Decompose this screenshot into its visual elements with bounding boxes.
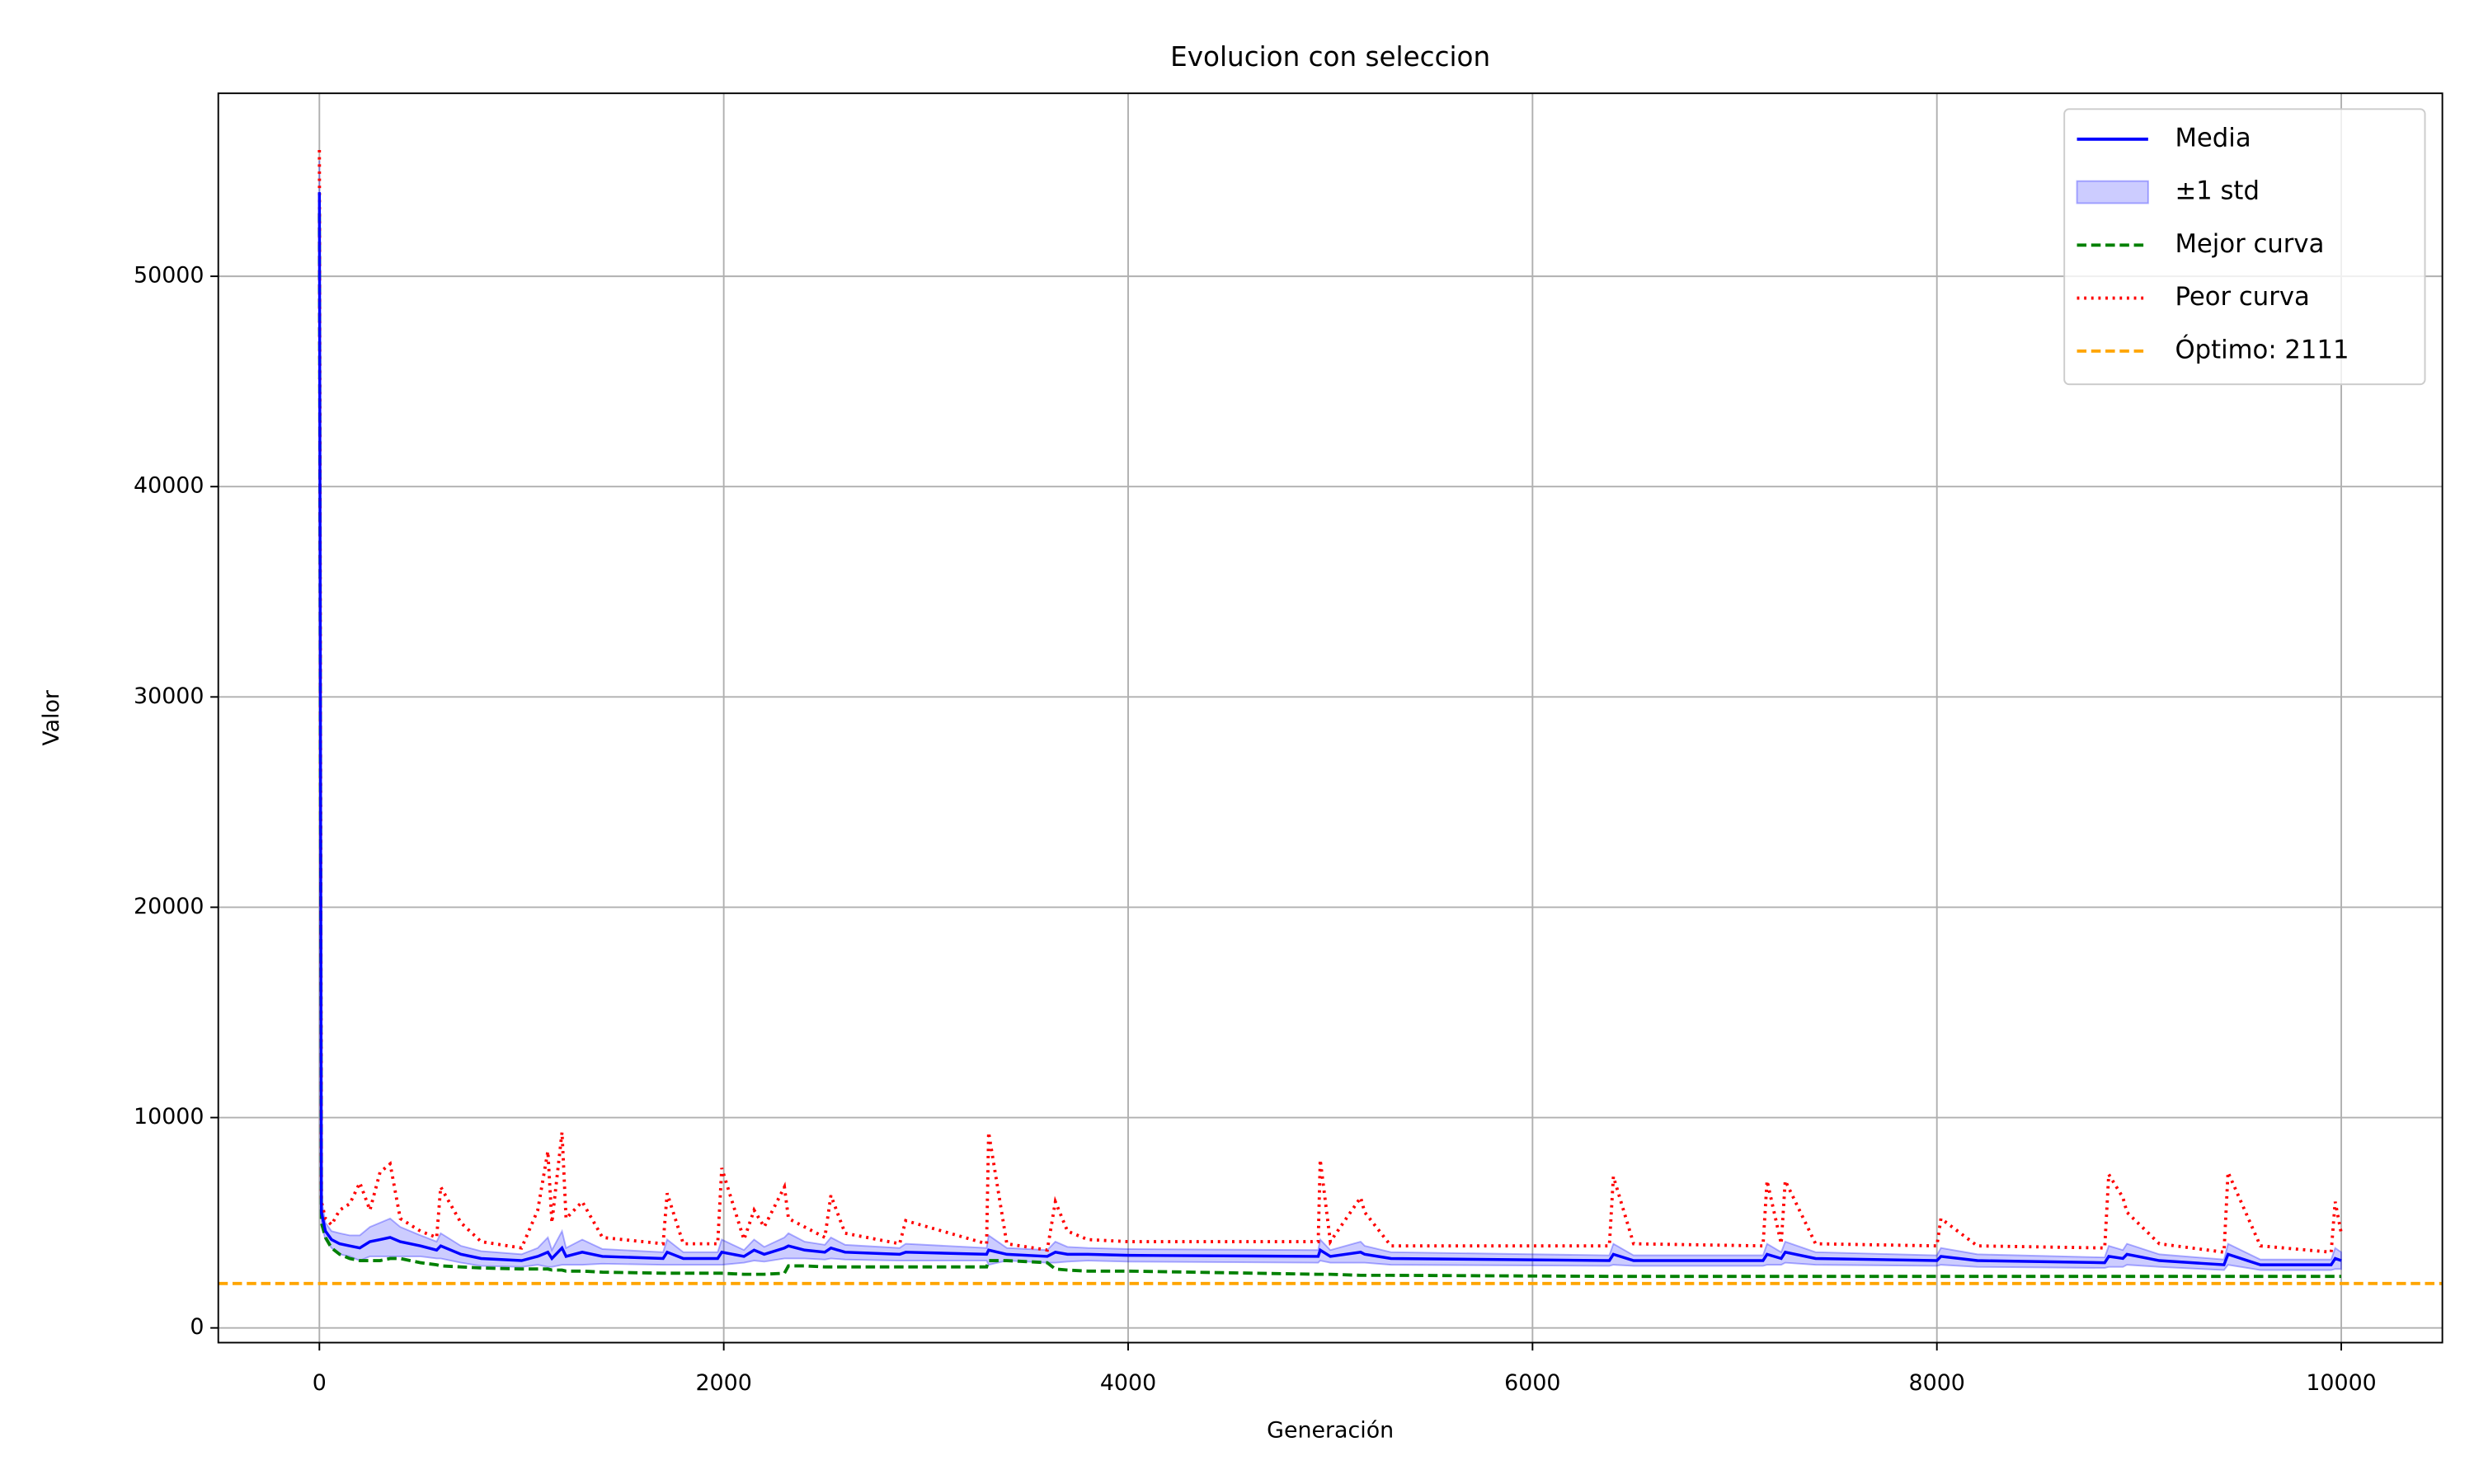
legend: Media ±1 std Mejor curva Peor curva Óptimo: … <box>2063 108 2426 386</box>
series-line <box>317 213 2342 1279</box>
plot-frame <box>217 92 2443 1344</box>
y-tick-label: 40000 <box>134 473 204 499</box>
legend-label: Peor curva <box>2175 283 2309 312</box>
y-tick-label: 20000 <box>134 894 204 919</box>
y-axis-label: Valor <box>39 689 64 746</box>
std-band <box>318 160 2343 1271</box>
legend-box <box>2063 108 2426 386</box>
y-tick-label: 30000 <box>134 683 204 709</box>
series-line <box>317 192 2342 1266</box>
x-tick-label: 2000 <box>695 1370 751 1396</box>
legend-label: ±1 std <box>2175 177 2260 206</box>
x-tick-label: 6000 <box>1504 1370 1560 1396</box>
x-tick-label: 0 <box>313 1370 327 1396</box>
y-tick-label: 0 <box>190 1314 204 1340</box>
legend-label: Óptimo: 2111 <box>2175 334 2349 364</box>
x-tick-label: 8000 <box>1909 1370 1965 1396</box>
y-tick-label: 50000 <box>134 263 204 289</box>
chart-title: Evolucion con seleccion <box>1170 41 1490 73</box>
x-tick-label: 10000 <box>2306 1370 2376 1396</box>
x-tick-label: 4000 <box>1100 1370 1156 1396</box>
x-axis-label: Generación <box>1267 1417 1394 1443</box>
legend-label: Mejor curva <box>2175 230 2324 259</box>
legend-label: Media <box>2175 124 2251 153</box>
y-tick-label: 10000 <box>134 1104 204 1129</box>
legend-swatch <box>2076 180 2149 204</box>
